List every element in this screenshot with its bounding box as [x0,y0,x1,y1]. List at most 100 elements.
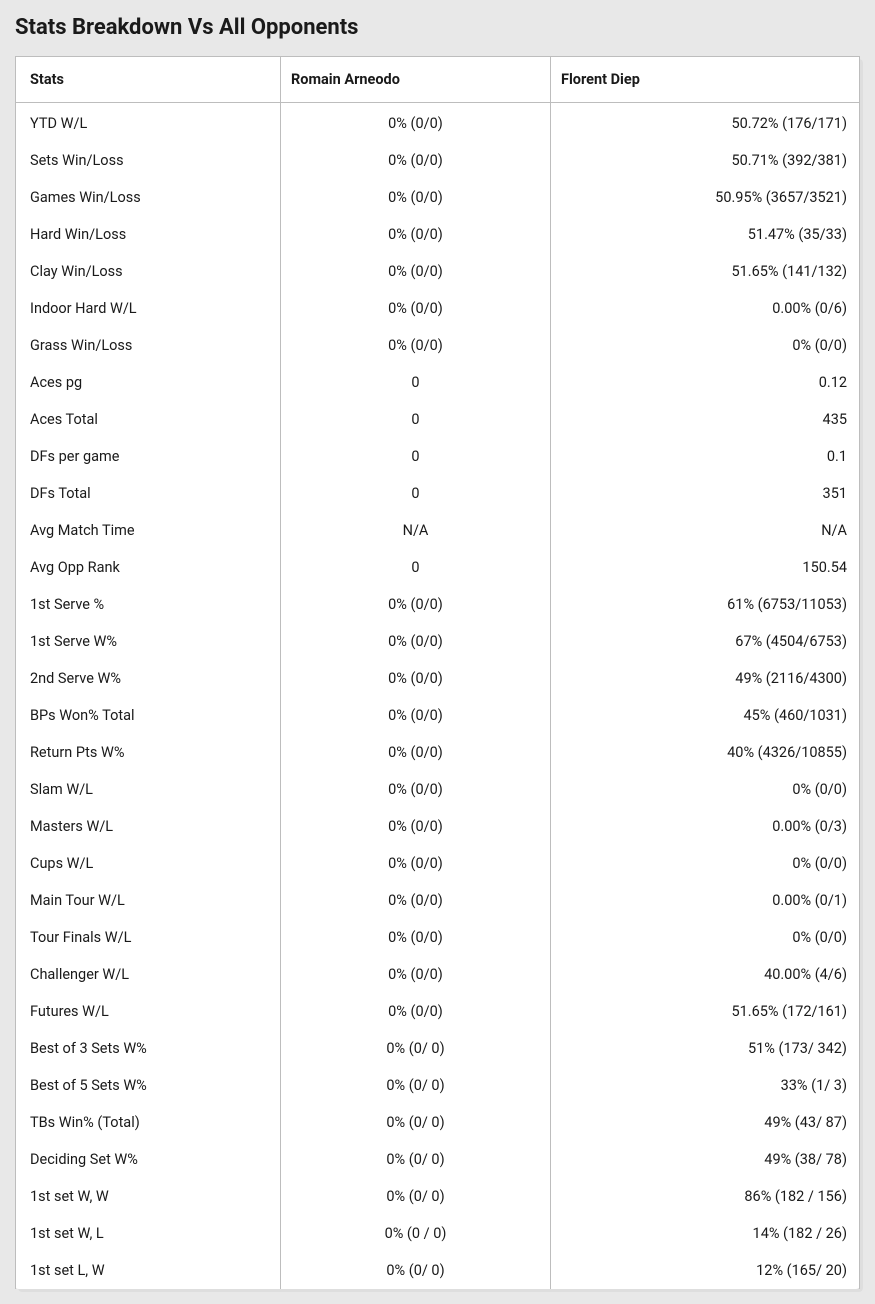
player1-value: 0% (0/0) [281,586,551,623]
stat-label: Avg Opp Rank [16,549,281,586]
player2-value: 67% (4504/6753) [551,623,860,660]
table-row: Clay Win/Loss0% (0/0)51.65% (141/132) [16,253,860,290]
table-row: 1st set W, L0% (0 / 0)14% (182 / 26) [16,1215,860,1252]
player2-value: 51.65% (172/161) [551,993,860,1030]
stat-label: 1st set W, W [16,1178,281,1215]
col-header-stats: Stats [16,57,281,103]
table-row: Grass Win/Loss0% (0/0)0% (0/0) [16,327,860,364]
stat-label: Games Win/Loss [16,179,281,216]
stat-label: DFs per game [16,438,281,475]
player1-value: 0% (0/ 0) [281,1252,551,1289]
player2-value: 0% (0/0) [551,845,860,882]
table-row: DFs Total0351 [16,475,860,512]
player1-value: 0% (0/0) [281,253,551,290]
player1-value: 0% (0/ 0) [281,1178,551,1215]
stat-label: Avg Match Time [16,512,281,549]
player2-value: 50.95% (3657/3521) [551,179,860,216]
player1-value: 0% (0/0) [281,103,551,143]
player1-value: 0% (0/0) [281,623,551,660]
col-header-player1: Romain Arneodo [281,57,551,103]
player1-value: 0% (0/0) [281,142,551,179]
table-row: TBs Win% (Total)0% (0/ 0)49% (43/ 87) [16,1104,860,1141]
table-row: Cups W/L0% (0/0)0% (0/0) [16,845,860,882]
player1-value: 0% (0/0) [281,845,551,882]
player1-value: 0% (0/0) [281,734,551,771]
stat-label: Masters W/L [16,808,281,845]
table-row: Main Tour W/L0% (0/0)0.00% (0/1) [16,882,860,919]
player1-value: 0% (0/0) [281,993,551,1030]
stat-label: 1st set L, W [16,1252,281,1289]
player1-value: 0 [281,401,551,438]
player1-value: 0% (0/0) [281,697,551,734]
stat-label: Return Pts W% [16,734,281,771]
stat-label: Futures W/L [16,993,281,1030]
player1-value: 0% (0/0) [281,660,551,697]
player1-value: 0 [281,475,551,512]
table-row: Challenger W/L0% (0/0)40.00% (4/6) [16,956,860,993]
table-row: Avg Match TimeN/AN/A [16,512,860,549]
table-row: Return Pts W%0% (0/0)40% (4326/10855) [16,734,860,771]
table-row: YTD W/L0% (0/0)50.72% (176/171) [16,103,860,143]
player2-value: 51.47% (35/33) [551,216,860,253]
table-row: Aces pg00.12 [16,364,860,401]
player1-value: 0% (0/ 0) [281,1104,551,1141]
stat-label: Cups W/L [16,845,281,882]
player2-value: 351 [551,475,860,512]
player2-value: 40% (4326/10855) [551,734,860,771]
table-row: 1st Serve W%0% (0/0)67% (4504/6753) [16,623,860,660]
table-row: Aces Total0435 [16,401,860,438]
stat-label: YTD W/L [16,103,281,143]
player2-value: 45% (460/1031) [551,697,860,734]
player1-value: 0 [281,549,551,586]
player2-value: 0.00% (0/6) [551,290,860,327]
page-title: Stats Breakdown Vs All Opponents [15,15,860,40]
player2-value: 435 [551,401,860,438]
player1-value: 0% (0/0) [281,290,551,327]
player2-value: 12% (165/ 20) [551,1252,860,1289]
stat-label: 1st set W, L [16,1215,281,1252]
player2-value: 33% (1/ 3) [551,1067,860,1104]
player2-value: 50.71% (392/381) [551,142,860,179]
table-row: Best of 3 Sets W%0% (0/ 0)51% (173/ 342) [16,1030,860,1067]
player1-value: 0% (0/0) [281,771,551,808]
stat-label: Grass Win/Loss [16,327,281,364]
table-row: Masters W/L0% (0/0)0.00% (0/3) [16,808,860,845]
player2-value: 51.65% (141/132) [551,253,860,290]
table-row: Hard Win/Loss0% (0/0)51.47% (35/33) [16,216,860,253]
table-row: 1st Serve %0% (0/0)61% (6753/11053) [16,586,860,623]
player1-value: 0% (0/ 0) [281,1030,551,1067]
table-row: Slam W/L0% (0/0)0% (0/0) [16,771,860,808]
player1-value: 0% (0/ 0) [281,1141,551,1178]
player1-value: 0% (0/ 0) [281,1067,551,1104]
stats-table: Stats Romain Arneodo Florent Diep YTD W/… [15,56,860,1289]
player1-value: 0% (0/0) [281,919,551,956]
stat-label: TBs Win% (Total) [16,1104,281,1141]
player2-value: 0.12 [551,364,860,401]
player1-value: 0% (0/0) [281,216,551,253]
stat-label: Best of 3 Sets W% [16,1030,281,1067]
table-row: Games Win/Loss0% (0/0)50.95% (3657/3521) [16,179,860,216]
player2-value: 0% (0/0) [551,771,860,808]
stat-label: Tour Finals W/L [16,919,281,956]
player2-value: 150.54 [551,549,860,586]
table-row: 2nd Serve W%0% (0/0)49% (2116/4300) [16,660,860,697]
player2-value: 40.00% (4/6) [551,956,860,993]
col-header-player2: Florent Diep [551,57,860,103]
player2-value: 86% (182 / 156) [551,1178,860,1215]
table-row: Futures W/L0% (0/0)51.65% (172/161) [16,993,860,1030]
player2-value: 0% (0/0) [551,327,860,364]
stat-label: Slam W/L [16,771,281,808]
stat-label: BPs Won% Total [16,697,281,734]
stat-label: Sets Win/Loss [16,142,281,179]
table-row: Best of 5 Sets W%0% (0/ 0)33% (1/ 3) [16,1067,860,1104]
stat-label: Indoor Hard W/L [16,290,281,327]
player2-value: 0.1 [551,438,860,475]
player2-value: N/A [551,512,860,549]
player1-value: 0 [281,438,551,475]
stat-label: 1st Serve W% [16,623,281,660]
table-row: 1st set L, W0% (0/ 0)12% (165/ 20) [16,1252,860,1289]
player2-value: 0% (0/0) [551,919,860,956]
stats-table-container: Stats Romain Arneodo Florent Diep YTD W/… [15,56,860,1289]
player1-value: N/A [281,512,551,549]
player2-value: 49% (43/ 87) [551,1104,860,1141]
